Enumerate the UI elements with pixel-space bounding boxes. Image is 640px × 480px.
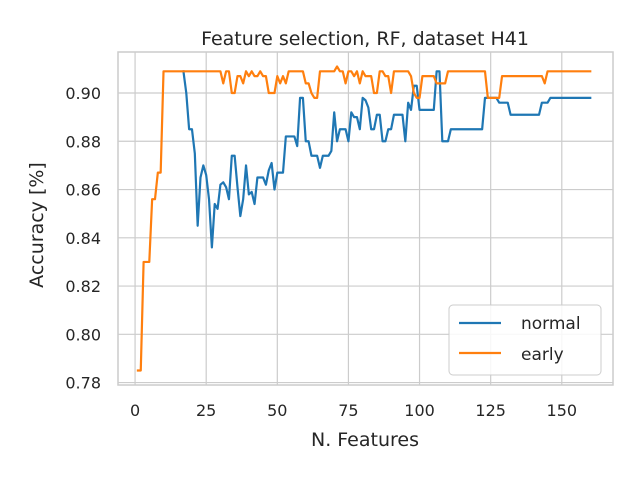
y-tick-label: 0.84 <box>65 229 101 248</box>
x-tick-label: 125 <box>475 401 506 420</box>
y-axis-label: Accuracy [%] <box>26 162 48 288</box>
x-tick-label: 100 <box>404 401 435 420</box>
y-axis-ticks: 0.78 0.80 0.82 0.84 0.86 0.88 0.90 <box>65 84 101 393</box>
x-tick-label: 0 <box>130 401 140 420</box>
legend-label-normal: normal <box>521 314 581 334</box>
series-layer <box>136 65 592 372</box>
y-tick-label: 0.80 <box>65 325 101 344</box>
series-line-early <box>136 65 592 372</box>
x-tick-label: 25 <box>196 401 216 420</box>
x-tick-label: 150 <box>547 401 578 420</box>
y-tick-label: 0.90 <box>65 84 101 103</box>
grid-lines <box>118 52 613 385</box>
x-tick-label: 50 <box>267 401 287 420</box>
y-tick-label: 0.82 <box>65 277 101 296</box>
y-tick-label: 0.88 <box>65 132 101 151</box>
legend-label-early: early <box>521 345 564 365</box>
chart-title: Feature selection, RF, dataset H41 <box>201 28 529 50</box>
y-tick-label: 0.78 <box>65 374 101 393</box>
legend: normal early <box>448 304 602 376</box>
plot-frame <box>117 51 614 386</box>
x-tick-label: 75 <box>338 401 358 420</box>
plot-area <box>117 51 614 386</box>
y-tick-label: 0.86 <box>65 181 101 200</box>
series-line-normal <box>182 70 592 249</box>
x-axis-label: N. Features <box>311 429 419 451</box>
x-axis-ticks: 0 25 50 75 100 125 150 <box>130 401 577 420</box>
